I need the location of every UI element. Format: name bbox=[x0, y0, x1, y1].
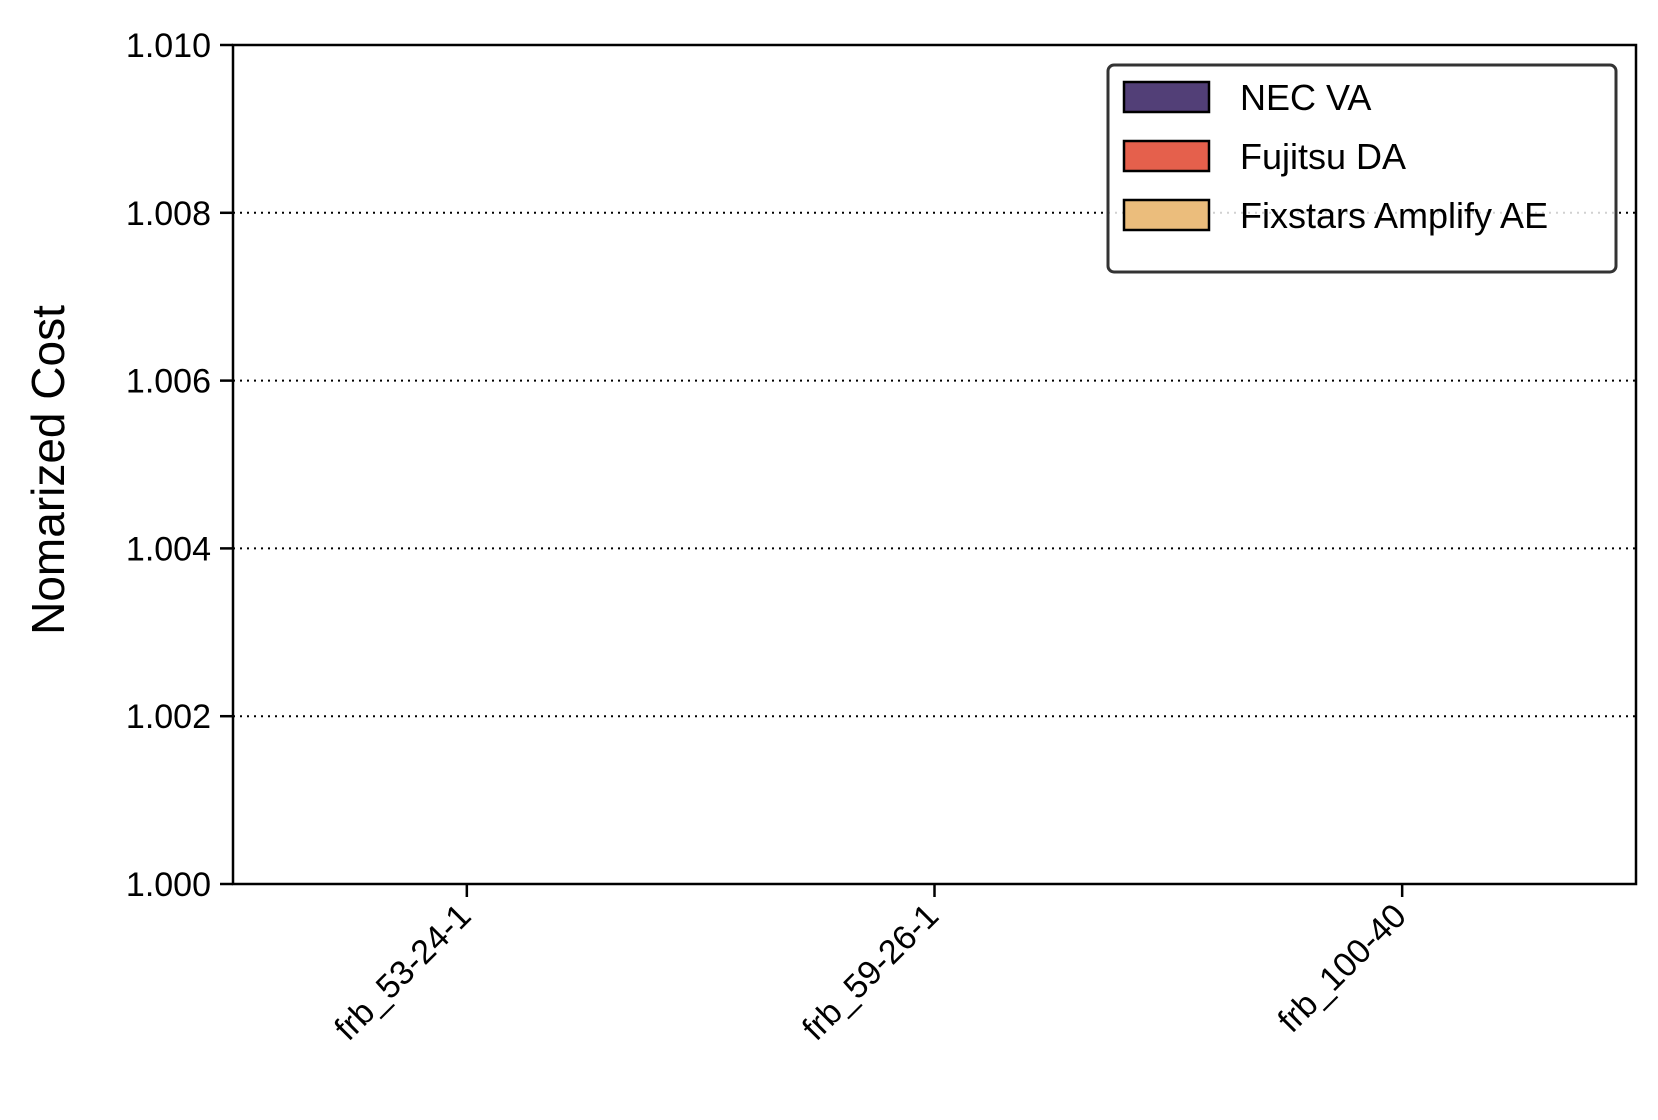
legend-label: Fixstars Amplify AE bbox=[1240, 195, 1548, 236]
legend-swatch bbox=[1122, 139, 1211, 173]
y-tick-label: 1.008 bbox=[126, 195, 211, 233]
legend-swatch bbox=[1122, 198, 1211, 232]
y-tick-label: 1.006 bbox=[126, 363, 211, 401]
y-axis-title: Nomarized Cost bbox=[22, 305, 74, 635]
legend-label: NEC VA bbox=[1240, 77, 1371, 118]
y-tick-label: 1.010 bbox=[126, 27, 211, 65]
legend-box bbox=[1106, 63, 1618, 274]
legend-label: Fujitsu DA bbox=[1240, 136, 1406, 177]
y-axis: 1.000 1.002 1.004 1.006 1.008 1.010 bbox=[126, 27, 233, 904]
y-tick-label: 1.004 bbox=[126, 530, 211, 568]
legend: NEC VA Fujitsu DA Fixstars Amplify AE bbox=[1106, 63, 1618, 274]
y-tick-label: 1.000 bbox=[126, 866, 211, 904]
y-tick-label: 1.002 bbox=[126, 698, 211, 736]
legend-swatch bbox=[1122, 80, 1211, 114]
